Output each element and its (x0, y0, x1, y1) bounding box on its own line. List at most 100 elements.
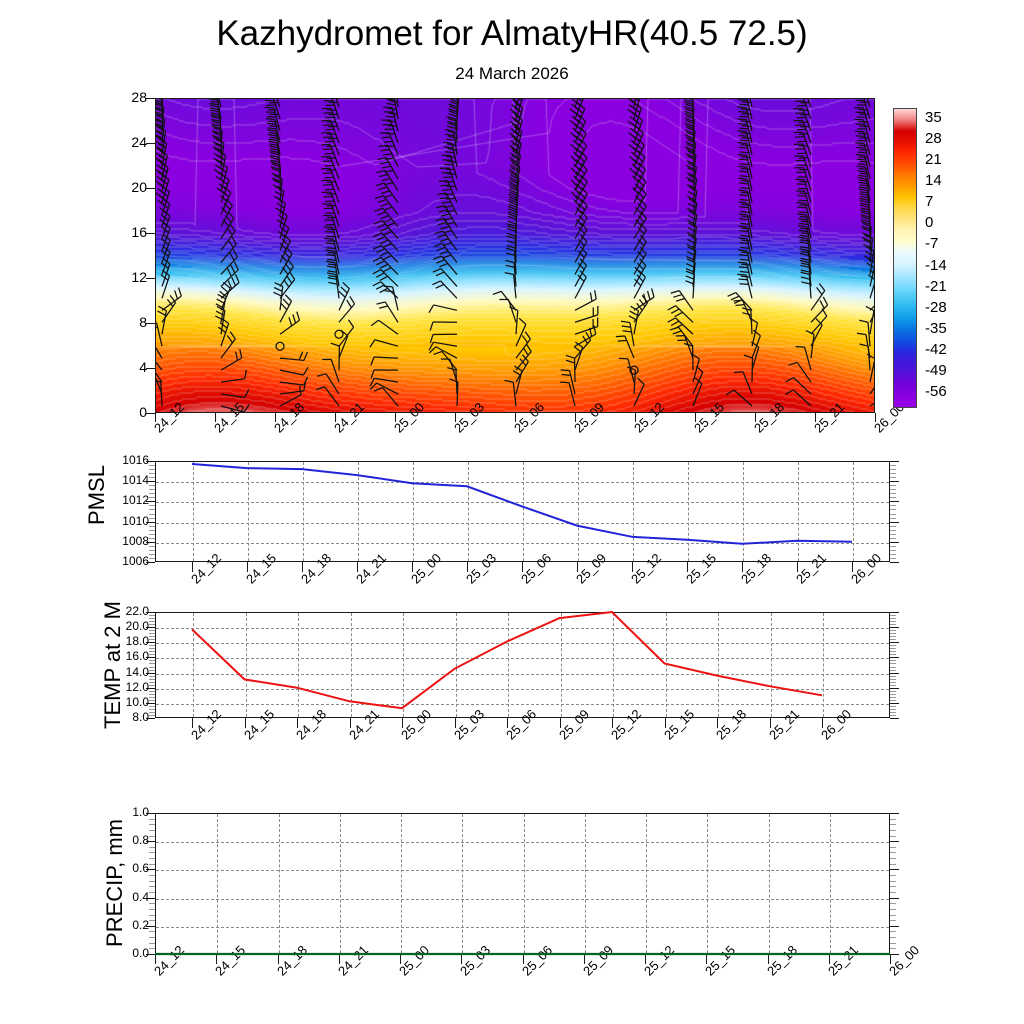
y-tick-minor (149, 690, 155, 692)
x-tick (507, 718, 508, 728)
y-tick-right (890, 954, 899, 955)
y-tick-right (890, 521, 899, 523)
grid-line-vertical (584, 814, 586, 953)
y-tick-minor-right (890, 489, 896, 491)
y-tick-label: 0 (139, 404, 147, 420)
y-tick (146, 612, 155, 613)
colorbar-tick-label: -14 (925, 256, 947, 274)
y-tick-minor (149, 818, 155, 820)
y-tick-minor (149, 891, 155, 893)
y-tick (146, 481, 155, 483)
grid-line-vertical (707, 814, 709, 953)
y-tick-minor (149, 886, 155, 888)
y-tick-minor (149, 678, 155, 680)
y-tick-minor-right (890, 931, 896, 933)
y-tick-minor-right (890, 852, 896, 854)
y-tick (146, 954, 155, 955)
grid-line-vertical (403, 613, 404, 717)
grid-line-vertical (633, 462, 634, 561)
y-tick-minor-right (890, 473, 896, 475)
y-tick-minor-right (890, 648, 896, 650)
y-tick-label: 1016 (122, 453, 149, 467)
y-tick-label: 0.2 (132, 917, 149, 932)
x-tick (357, 562, 358, 572)
y-tick-label: 20 (131, 179, 147, 195)
y-tick-minor-right (890, 639, 896, 641)
grid-line-vertical (339, 814, 341, 953)
y-tick-minor (149, 639, 155, 641)
y-tick-label: 1.0 (132, 805, 149, 819)
grid-line-vertical (303, 462, 304, 561)
y-tick-minor (149, 513, 155, 515)
colorbar-tick-label: 7 (925, 193, 934, 211)
y-tick-label: 1006 (122, 554, 149, 568)
y-tick-minor (149, 937, 155, 939)
x-tick (575, 413, 576, 422)
y-tick (146, 813, 155, 814)
y-tick-minor-right (890, 948, 896, 950)
y-tick-right (890, 897, 899, 899)
x-tick (400, 954, 401, 964)
y-tick-label: 12.0 (125, 679, 149, 694)
colorbar-tick-label: -35 (925, 319, 947, 337)
y-tick-right (890, 813, 899, 814)
x-tick (559, 718, 561, 728)
y-tick-right (890, 687, 899, 689)
x-tick (454, 718, 456, 728)
grid-line-horizontal (156, 643, 889, 645)
y-tick-minor-right (890, 651, 896, 653)
wind-barb-overlay (156, 99, 874, 412)
y-tick (146, 233, 155, 234)
y-tick-right (890, 869, 899, 871)
y-tick-label: 14.0 (125, 664, 149, 679)
y-tick-minor (149, 699, 155, 701)
grid-line-vertical (217, 814, 219, 953)
y-tick-minor (149, 630, 155, 632)
y-tick-minor-right (890, 477, 896, 479)
page-subtitle: 24 March 2026 (455, 64, 569, 83)
y-tick-minor-right (890, 633, 896, 635)
x-tick (717, 718, 718, 728)
x-tick (706, 954, 708, 964)
x-tick (742, 562, 743, 572)
y-tick-right (890, 562, 899, 563)
y-tick-right (890, 612, 899, 613)
y-tick-minor (149, 525, 155, 527)
y-tick-label: 4 (139, 359, 147, 375)
x-tick (275, 413, 276, 422)
y-tick-minor-right (890, 886, 896, 888)
y-tick-minor (149, 621, 155, 623)
y-tick-minor (149, 533, 155, 535)
x-tick (244, 718, 246, 728)
x-tick (192, 718, 193, 728)
y-tick-minor-right (890, 553, 896, 555)
y-tick-minor (149, 846, 155, 848)
y-tick-right (890, 627, 899, 629)
y-tick-right (890, 461, 899, 462)
y-tick-minor (149, 852, 155, 854)
y-tick-minor (149, 931, 155, 933)
y-tick-right (890, 501, 899, 503)
colorbar-tick-label: -21 (925, 277, 947, 295)
y-tick-minor (149, 624, 155, 626)
y-tick-minor (149, 863, 155, 865)
colorbar-tick-label: -28 (925, 298, 947, 316)
y-tick-label: 0.0 (132, 946, 149, 960)
x-tick (216, 954, 218, 964)
y-tick-minor (149, 948, 155, 950)
y-tick-minor-right (890, 937, 896, 939)
x-tick (635, 413, 636, 422)
colorbar-tick-label: 21 (925, 151, 942, 169)
y-tick-minor-right (890, 549, 896, 551)
grid-line-horizontal (156, 926, 889, 928)
y-tick-minor (149, 908, 155, 910)
y-tick (146, 541, 155, 543)
x-tick (664, 718, 666, 728)
colorbar-tick-label: -42 (925, 340, 947, 358)
y-tick-minor (149, 648, 155, 650)
grid-line-vertical (358, 462, 359, 561)
grid-line-horizontal (156, 628, 889, 630)
y-tick-minor (149, 465, 155, 467)
y-tick-label: 20.0 (125, 619, 149, 634)
